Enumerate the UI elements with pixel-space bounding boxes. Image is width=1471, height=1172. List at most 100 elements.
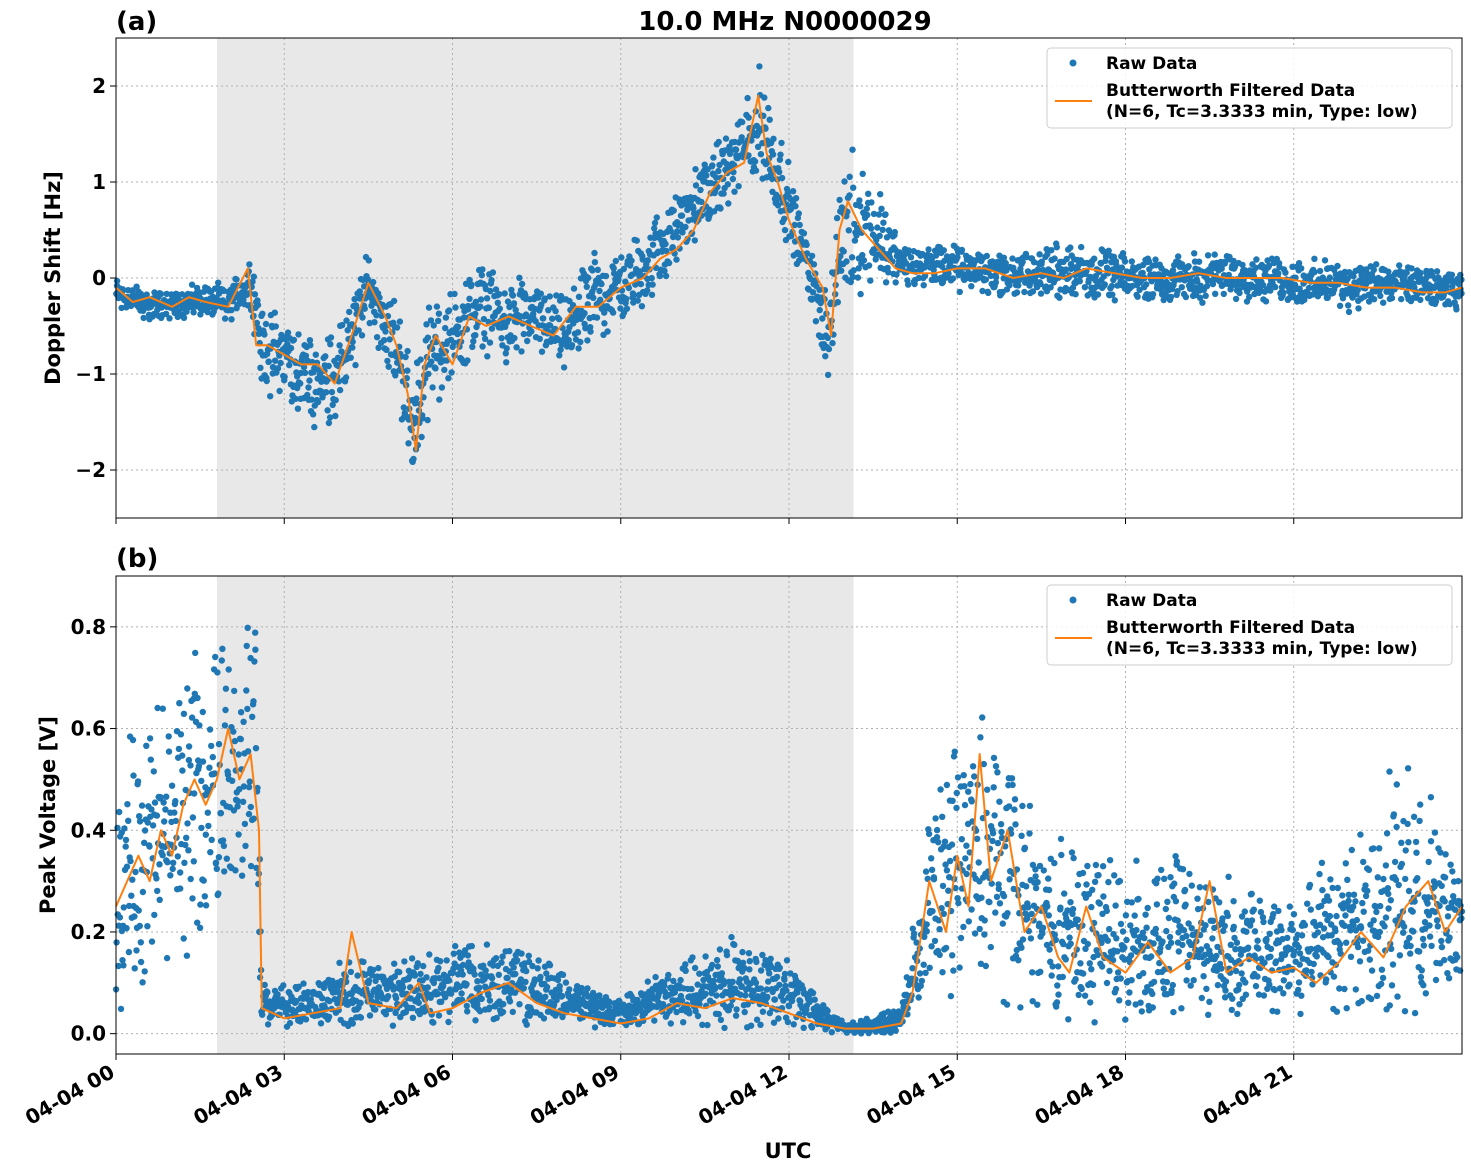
raw-data-point: [221, 868, 228, 875]
y-tick-label: 0: [92, 266, 106, 290]
raw-data-point: [242, 842, 249, 850]
raw-data-point: [984, 786, 991, 793]
raw-data-point: [947, 992, 955, 1000]
raw-data-point: [1284, 934, 1291, 942]
raw-data-point: [365, 977, 373, 984]
raw-data-point: [985, 289, 992, 297]
raw-data-point: [555, 315, 563, 323]
raw-data-point: [230, 728, 237, 735]
raw-data-point: [156, 896, 163, 903]
raw-data-point: [543, 983, 551, 991]
raw-data-point: [627, 262, 634, 269]
raw-data-point: [1029, 288, 1037, 295]
raw-data-point: [366, 1012, 374, 1019]
raw-data-point: [1044, 903, 1051, 910]
raw-data-point: [1013, 289, 1021, 296]
raw-data-point: [488, 276, 495, 284]
raw-data-point: [443, 957, 450, 964]
raw-data-point: [536, 335, 543, 342]
raw-data-point: [956, 288, 963, 296]
raw-data-point: [998, 828, 1005, 836]
raw-data-point: [601, 320, 608, 327]
raw-data-point: [915, 994, 922, 1001]
raw-data-point: [141, 827, 149, 834]
raw-data-point: [472, 1017, 479, 1024]
raw-data-point: [1116, 877, 1124, 885]
raw-data-point: [508, 286, 515, 294]
raw-data-point: [836, 196, 843, 204]
raw-data-point: [623, 295, 630, 303]
raw-data-point: [472, 310, 479, 318]
raw-data-point: [778, 139, 785, 147]
raw-data-point: [922, 969, 929, 976]
raw-data-point: [522, 978, 529, 986]
raw-data-point: [271, 357, 279, 364]
raw-data-point: [574, 329, 582, 336]
raw-data-point: [811, 996, 818, 1003]
raw-data-point: [1260, 992, 1268, 999]
raw-data-point: [1074, 916, 1082, 923]
raw-data-point: [464, 1008, 471, 1015]
raw-data-point: [177, 869, 184, 876]
raw-data-point: [250, 698, 257, 705]
raw-data-point: [995, 885, 1002, 892]
raw-data-point: [770, 135, 777, 142]
raw-data-point: [1254, 973, 1261, 980]
raw-data-point: [435, 964, 442, 972]
raw-data-point: [910, 930, 918, 937]
raw-data-point: [828, 1029, 835, 1036]
raw-data-point: [875, 211, 883, 218]
raw-data-point: [464, 306, 472, 313]
raw-data-point: [829, 339, 836, 347]
raw-data-point: [143, 742, 150, 749]
raw-data-point: [1050, 923, 1057, 930]
raw-data-point: [891, 228, 898, 236]
raw-data-point: [1133, 926, 1140, 934]
raw-data-point: [272, 323, 279, 330]
raw-data-point: [1202, 292, 1209, 299]
raw-data-point: [1029, 969, 1036, 976]
raw-data-point: [846, 173, 853, 180]
raw-data-point: [1184, 963, 1192, 971]
raw-data-point: [1289, 926, 1297, 934]
raw-data-point: [948, 841, 956, 848]
raw-data-point: [1045, 912, 1053, 919]
raw-data-point: [1030, 259, 1038, 266]
raw-data-point: [1417, 296, 1424, 303]
raw-data-point: [1261, 959, 1268, 966]
raw-data-point: [849, 146, 856, 153]
raw-data-point: [414, 960, 421, 967]
raw-data-point: [238, 872, 246, 879]
raw-data-point: [1112, 985, 1120, 993]
raw-data-point: [633, 237, 640, 244]
raw-data-point: [470, 965, 477, 972]
raw-data-point: [697, 186, 704, 194]
raw-data-point: [885, 269, 892, 276]
raw-data-point: [1119, 250, 1127, 257]
raw-data-point: [1174, 917, 1181, 924]
raw-data-point: [776, 981, 783, 989]
raw-data-point: [1005, 803, 1013, 810]
raw-data-point: [819, 315, 826, 322]
raw-data-point: [997, 821, 1005, 828]
raw-data-point: [610, 265, 617, 272]
raw-data-point: [566, 324, 573, 331]
raw-data-point: [1370, 296, 1378, 303]
raw-data-point: [874, 224, 881, 231]
raw-data-point: [670, 207, 677, 214]
raw-data-point: [690, 210, 698, 217]
raw-data-point: [1209, 917, 1217, 924]
raw-data-point: [538, 348, 546, 355]
raw-data-point: [545, 307, 552, 314]
raw-data-point: [1278, 926, 1285, 934]
raw-data-point: [1388, 294, 1396, 302]
raw-data-point: [373, 312, 380, 319]
raw-data-point: [1253, 256, 1260, 263]
raw-data-point: [1088, 903, 1095, 911]
raw-data-point: [358, 332, 366, 339]
raw-data-point: [612, 257, 619, 265]
raw-data-point: [125, 817, 132, 824]
raw-data-point: [968, 906, 975, 913]
raw-data-point: [1153, 901, 1161, 908]
raw-data-point: [577, 338, 584, 346]
